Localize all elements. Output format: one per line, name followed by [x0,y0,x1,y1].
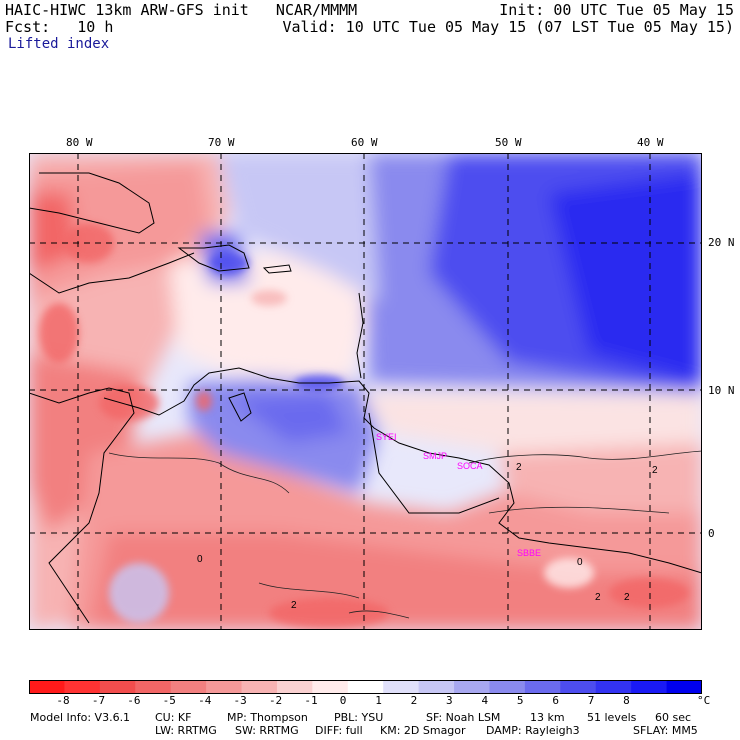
coastlines [29,172,702,624]
colorbar-tick-label: 1 [375,694,382,707]
cumulus-scheme: CU: KF [155,711,192,724]
surface-layer-scheme: SFLAY: MM5 [633,724,698,737]
init-time: Init: 00 UTC Tue 05 May 15 [499,1,734,19]
colorbar-tick-label: 4 [481,694,489,707]
lon-label: 50 W [495,136,522,149]
colorbar [29,680,702,694]
colorbar-cell [64,680,101,694]
colorbar-cell [383,680,420,694]
colorbar-tick-label: 8 [623,694,630,707]
contour-label: 2 [595,592,601,603]
colorbar-tick-label: 5 [516,694,524,707]
lat-lon-grid [29,153,702,630]
colorbar-unit: °C [697,694,711,707]
station-label-sbbe: SBBE [517,548,541,558]
colorbar-cell [170,680,207,694]
colorbar-cell [595,680,632,694]
field-texture [39,223,689,628]
field-name: Lifted index [8,36,110,52]
colorbar-cell [524,680,561,694]
contours [108,450,702,619]
lifted-index-map: 2 2 0 2 2 0 2 SYEI SMJP SOCA SBBE [29,153,702,630]
colorbar-tick-label: -8 [56,694,70,707]
colorbar-cell [666,680,702,694]
colorbar-cell [631,680,668,694]
colorbar-cell [312,680,349,694]
contour-label: 2 [652,465,658,476]
model-version: Model Info: V3.6.1 [30,711,131,724]
contour-label: 0 [197,554,203,565]
map-frame [29,153,702,630]
colorbar-tick-label: -7 [91,694,106,707]
valid-time: Valid: 10 UTC Tue 05 May 15 (07 LST Tue … [282,18,734,36]
contour-label: 2 [291,600,297,611]
grid-spacing: 13 km [530,711,565,724]
longwave-scheme: LW: RRTMG [155,724,217,737]
time-step: 60 sec [655,711,692,724]
lon-label: 40 W [637,136,664,149]
chart-title: HAIC-HIWC 13km ARW-GFS init NCAR/MMMM [5,1,358,19]
colorbar-tick-label: -2 [268,694,283,707]
damping-option: DAMP: Rayleigh3 [486,724,580,737]
colorbar-cell [418,680,455,694]
contour-label: 2 [516,462,522,473]
lon-label: 70 W [208,136,235,149]
colorbar-tick-label: 0 [339,694,347,707]
colorbar-cell [29,680,65,694]
colorbar-cell [454,680,490,694]
shortwave-scheme: SW: RRTMG [235,724,299,737]
colorbar-tick-label: 7 [587,694,595,707]
colorbar-tick-label: 2 [410,694,418,707]
contour-label: 2 [624,592,630,603]
colorbar-cell [241,680,278,694]
colorbar-cell [347,680,384,694]
colorbar-tick-label: -5 [162,694,176,707]
field-shading [29,153,702,630]
colorbar-cell [135,680,172,694]
pbl-scheme: PBL: YSU [334,711,384,724]
forecast-hour: Fcst: 10 h [5,18,114,36]
colorbar-tick-label: 3 [446,694,453,707]
colorbar-cell [276,680,313,694]
contour-label: 0 [577,557,583,568]
eddy-coefficient-option: KM: 2D Smagor [380,724,466,737]
station-label-smjp: SMJP [423,451,447,461]
colorbar-tick-label: -1 [304,694,318,707]
lat-label: 0 [708,527,715,540]
diffusion-option: DIFF: full [315,724,363,737]
surface-scheme: SF: Noah LSM [426,711,501,724]
station-label-soca: SOCA [457,461,483,471]
lon-label: 60 W [351,136,378,149]
colorbar-cell [99,680,136,694]
station-label-syei: SYEI [376,432,397,442]
colorbar-cell [560,680,597,694]
colorbar-tick-label: 6 [552,694,559,707]
vertical-levels: 51 levels [587,711,637,724]
lon-label: 80 W [66,136,93,149]
colorbar-cell [489,680,526,694]
lat-label: 20 N [708,236,735,249]
lat-label: 10 N [708,384,735,397]
colorbar-tick-label: -6 [127,694,141,707]
colorbar-tick-label: -3 [233,694,247,707]
microphysics-scheme: MP: Thompson [227,711,308,724]
colorbar-cell [206,680,243,694]
colorbar-tick-label: -4 [198,694,212,707]
